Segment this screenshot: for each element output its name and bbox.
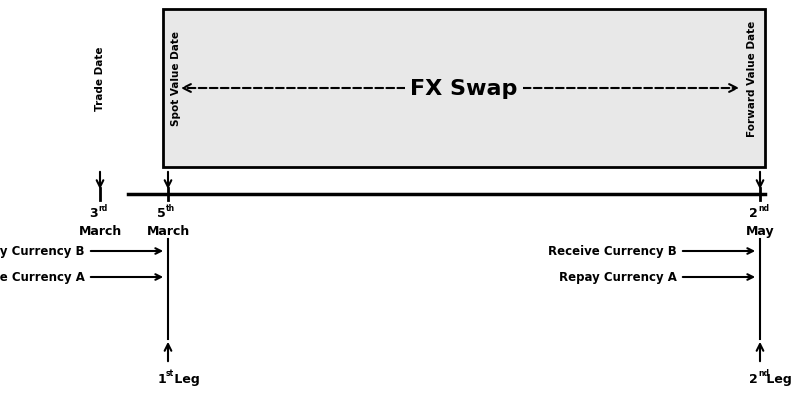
Text: 1: 1 <box>158 372 166 385</box>
Text: rd: rd <box>98 203 107 213</box>
Text: Receive Currency A: Receive Currency A <box>0 271 85 284</box>
Text: Spot Value Date: Spot Value Date <box>171 32 181 126</box>
Text: FX Swap: FX Swap <box>410 79 518 99</box>
Text: Receive Currency B: Receive Currency B <box>548 245 677 258</box>
Text: Leg: Leg <box>170 372 200 385</box>
Text: 3: 3 <box>90 207 98 220</box>
Text: 2: 2 <box>750 207 758 220</box>
Text: March: March <box>78 224 122 237</box>
Text: Leg: Leg <box>762 372 792 385</box>
Text: May: May <box>746 224 774 237</box>
Text: Repay Currency A: Repay Currency A <box>559 271 677 284</box>
Text: 5: 5 <box>158 207 166 220</box>
Text: Forward Value Date: Forward Value Date <box>747 21 757 137</box>
Text: Trade Date: Trade Date <box>95 47 105 111</box>
Text: nd: nd <box>758 368 769 377</box>
Text: th: th <box>166 203 175 213</box>
Text: 2: 2 <box>750 372 758 385</box>
Text: nd: nd <box>758 203 769 213</box>
Bar <box>163 10 765 168</box>
Text: st: st <box>166 368 174 377</box>
Text: Pay Currency B: Pay Currency B <box>0 245 85 258</box>
Text: March: March <box>146 224 190 237</box>
